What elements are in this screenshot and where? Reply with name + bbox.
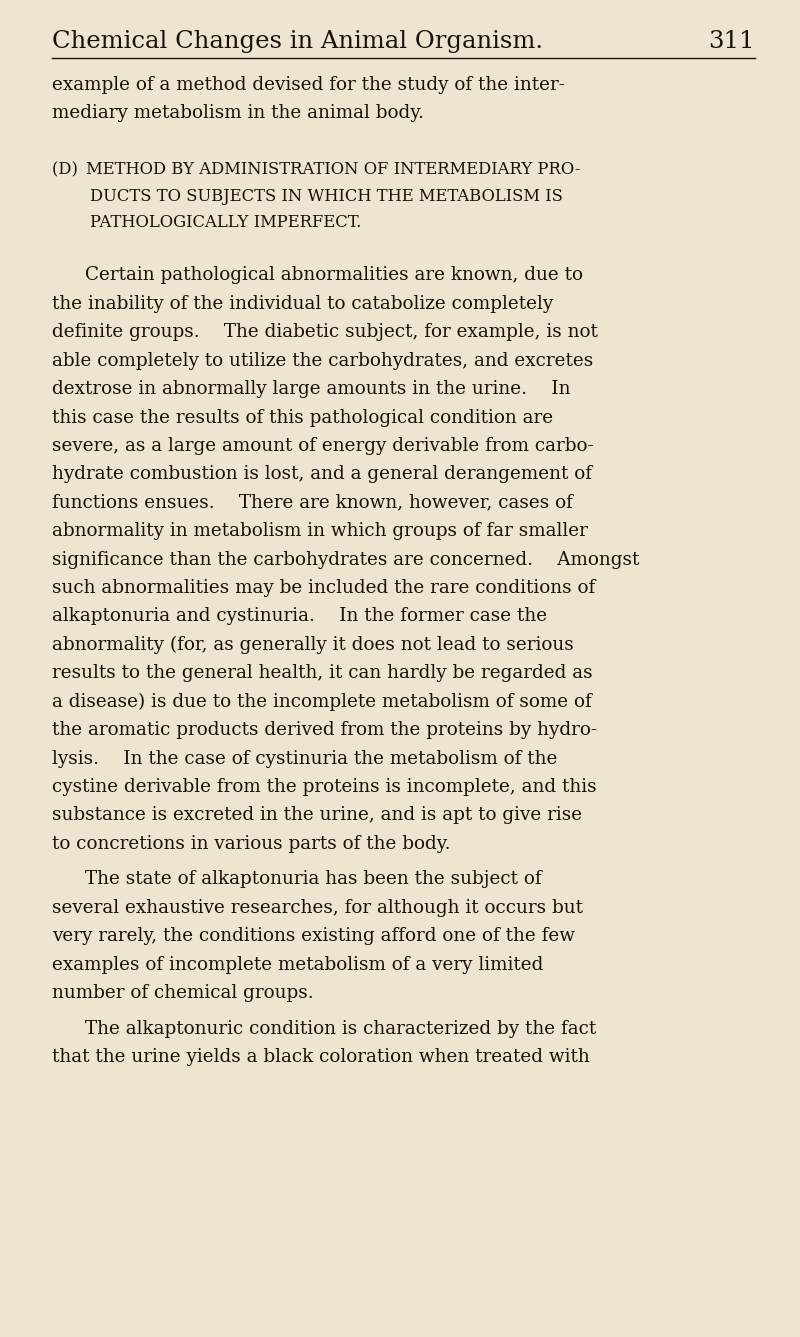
Text: DUCTS TO SUBJECTS IN WHICH THE METABOLISM IS: DUCTS TO SUBJECTS IN WHICH THE METABOLIS… [90, 187, 563, 205]
Text: Chemical Changes in Animal Organism.: Chemical Changes in Animal Organism. [52, 29, 543, 53]
Text: Certain pathological abnormalities are known, due to: Certain pathological abnormalities are k… [85, 266, 583, 285]
Text: cystine derivable from the proteins is incomplete, and this: cystine derivable from the proteins is i… [52, 778, 597, 796]
Text: this case the results of this pathological condition are: this case the results of this pathologic… [52, 409, 553, 427]
Text: the inability of the individual to catabolize completely: the inability of the individual to catab… [52, 295, 554, 313]
Text: examples of incomplete metabolism of a very limited: examples of incomplete metabolism of a v… [52, 956, 543, 973]
Text: several exhaustive researches, for although it occurs but: several exhaustive researches, for altho… [52, 898, 583, 917]
Text: number of chemical groups.: number of chemical groups. [52, 984, 314, 1001]
Text: hydrate combustion is lost, and a general derangement of: hydrate combustion is lost, and a genera… [52, 465, 592, 484]
Text: 311: 311 [709, 29, 755, 53]
Text: a disease) is due to the incomplete metabolism of some of: a disease) is due to the incomplete meta… [52, 693, 592, 711]
Text: functions ensues.  There are known, however, cases of: functions ensues. There are known, howev… [52, 493, 573, 512]
Text: that the urine yields a black coloration when treated with: that the urine yields a black coloration… [52, 1048, 590, 1066]
Text: definite groups.  The diabetic subject, for example, is not: definite groups. The diabetic subject, f… [52, 324, 598, 341]
Text: to concretions in various parts of the body.: to concretions in various parts of the b… [52, 834, 450, 853]
Text: abnormality in metabolism in which groups of far smaller: abnormality in metabolism in which group… [52, 523, 588, 540]
Text: abnormality (for, as generally it does not lead to serious: abnormality (for, as generally it does n… [52, 636, 574, 654]
Text: the aromatic products derived from the proteins by hydro-: the aromatic products derived from the p… [52, 721, 597, 739]
Text: significance than the carbohydrates are concerned.  Amongst: significance than the carbohydrates are … [52, 551, 639, 568]
Text: PATHOLOGICALLY IMPERFECT.: PATHOLOGICALLY IMPERFECT. [90, 214, 362, 231]
Text: example of a method devised for the study of the inter-: example of a method devised for the stud… [52, 76, 565, 94]
Text: able completely to utilize the carbohydrates, and excretes: able completely to utilize the carbohydr… [52, 352, 594, 370]
Text: mediary metabolism in the animal body.: mediary metabolism in the animal body. [52, 104, 424, 123]
Text: The alkaptonuric condition is characterized by the fact: The alkaptonuric condition is characteri… [85, 1020, 596, 1038]
Text: (D) METHOD BY ADMINISTRATION OF INTERMEDIARY PRO-: (D) METHOD BY ADMINISTRATION OF INTERMED… [52, 162, 581, 178]
Text: lysis.  In the case of cystinuria the metabolism of the: lysis. In the case of cystinuria the met… [52, 750, 558, 767]
Text: results to the general health, it can hardly be regarded as: results to the general health, it can ha… [52, 664, 593, 682]
Text: very rarely, the conditions existing afford one of the few: very rarely, the conditions existing aff… [52, 927, 575, 945]
Text: alkaptonuria and cystinuria.  In the former case the: alkaptonuria and cystinuria. In the form… [52, 607, 547, 626]
Text: severe, as a large amount of energy derivable from carbo-: severe, as a large amount of energy deri… [52, 437, 594, 455]
Text: such abnormalities may be included the rare conditions of: such abnormalities may be included the r… [52, 579, 595, 598]
Text: dextrose in abnormally large amounts in the urine.  In: dextrose in abnormally large amounts in … [52, 380, 570, 398]
Text: substance is excreted in the urine, and is apt to give rise: substance is excreted in the urine, and … [52, 806, 582, 825]
Text: The state of alkaptonuria has been the subject of: The state of alkaptonuria has been the s… [85, 870, 542, 888]
